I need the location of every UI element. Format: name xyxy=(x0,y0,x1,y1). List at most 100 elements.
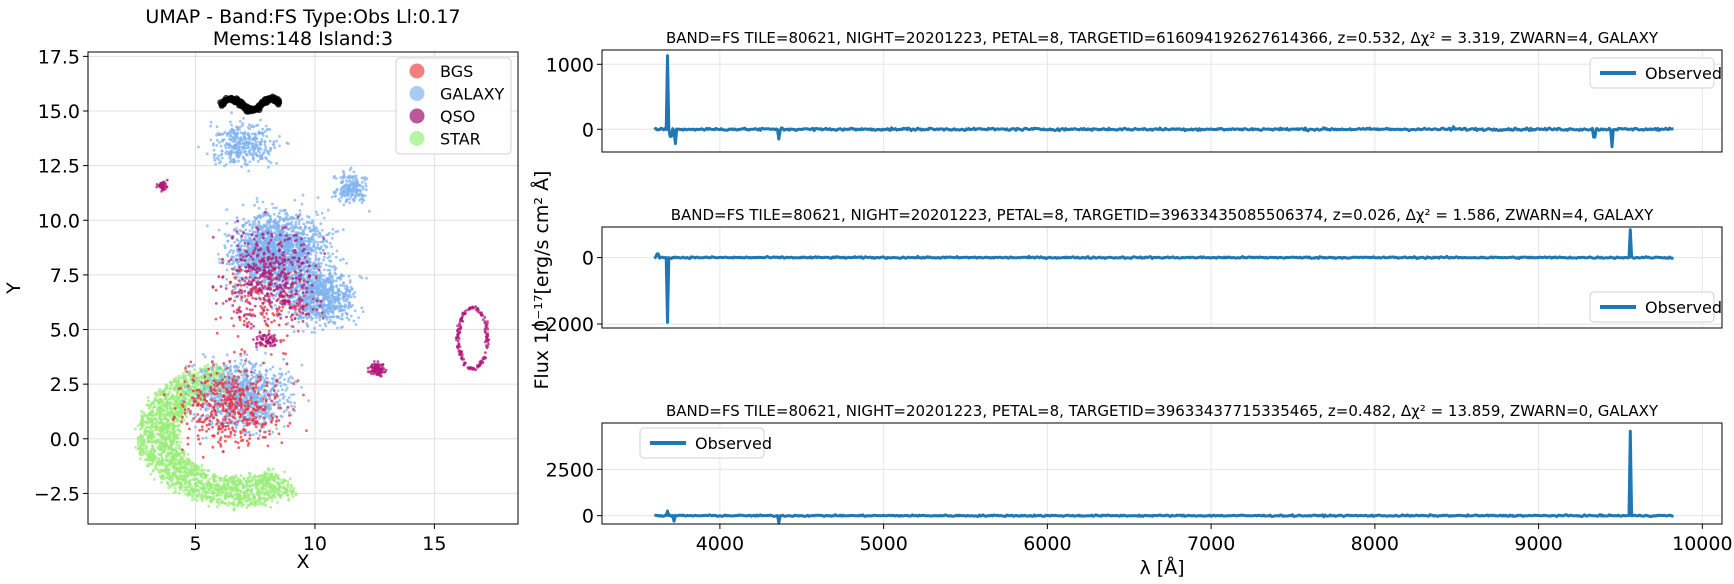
star-point xyxy=(170,401,174,404)
star-point xyxy=(176,436,180,440)
galaxy-point xyxy=(348,301,352,305)
star-point xyxy=(187,491,191,494)
galaxy-point xyxy=(326,306,329,309)
star-point xyxy=(194,477,198,481)
star-point xyxy=(184,465,187,469)
galaxy-point xyxy=(263,248,267,251)
star-point xyxy=(195,381,199,385)
star-point xyxy=(176,391,179,394)
star-point xyxy=(143,438,146,442)
star-point xyxy=(271,467,275,471)
galaxy-point xyxy=(303,236,307,240)
star-point xyxy=(270,475,274,479)
star-point xyxy=(208,477,212,481)
star-point xyxy=(149,451,152,454)
galaxy-point xyxy=(253,259,257,263)
galaxy-point xyxy=(281,230,285,234)
galaxy-point xyxy=(336,229,340,233)
galaxy-point xyxy=(318,247,322,251)
star-point xyxy=(220,493,223,497)
galaxy-point xyxy=(334,279,338,283)
galaxy-point xyxy=(290,239,294,243)
galaxy-point xyxy=(276,227,280,230)
galaxy-point xyxy=(225,208,229,212)
galaxy-point xyxy=(231,251,235,255)
galaxy-point xyxy=(289,245,292,249)
star-point xyxy=(153,440,157,443)
star-point xyxy=(139,457,142,461)
star-point xyxy=(143,413,147,417)
star-point xyxy=(202,485,205,489)
star-point xyxy=(263,470,266,474)
star-point xyxy=(140,423,143,427)
galaxy-point xyxy=(309,252,313,256)
galaxy-point xyxy=(274,293,277,297)
galaxy-point xyxy=(312,225,316,229)
star-point xyxy=(147,435,151,439)
star-point xyxy=(164,415,168,418)
star-point xyxy=(246,477,250,481)
star-point xyxy=(174,376,178,380)
star-point xyxy=(174,433,178,437)
galaxy-point xyxy=(225,262,229,266)
galaxy-point xyxy=(329,301,332,305)
star-point xyxy=(202,473,206,477)
star-point xyxy=(151,429,155,432)
galaxy-point xyxy=(316,243,320,247)
galaxy-point xyxy=(282,425,286,428)
galaxy-point xyxy=(246,246,250,250)
galaxy-point xyxy=(271,242,275,246)
galaxy-point xyxy=(277,220,280,224)
star-point xyxy=(153,392,157,396)
star-point xyxy=(150,440,154,444)
galaxy-point xyxy=(289,233,292,236)
star-point xyxy=(262,496,266,500)
star-point xyxy=(151,420,155,424)
star-point xyxy=(168,430,172,433)
galaxy-point xyxy=(292,230,296,233)
galaxy-point xyxy=(305,317,309,320)
star-point xyxy=(277,493,281,497)
galaxy-point xyxy=(318,232,322,236)
star-point xyxy=(283,470,286,474)
galaxy-point xyxy=(273,304,277,307)
star-point xyxy=(270,499,274,503)
star-point xyxy=(200,479,203,483)
star-point xyxy=(188,398,192,402)
star-point xyxy=(157,390,161,394)
galaxy-point xyxy=(347,306,350,310)
star-point xyxy=(291,495,295,498)
star-point xyxy=(196,464,200,468)
star-point xyxy=(176,414,180,417)
star-point xyxy=(172,439,176,442)
star-point xyxy=(260,481,264,485)
galaxy-point xyxy=(210,381,214,385)
star-point xyxy=(173,399,177,403)
star-point xyxy=(215,505,219,509)
star-point xyxy=(229,493,233,497)
star-point xyxy=(275,481,279,485)
star-point xyxy=(223,493,227,497)
galaxy-point xyxy=(328,307,332,310)
galaxy-point xyxy=(287,411,291,414)
star-point xyxy=(192,493,195,497)
star-point xyxy=(197,375,201,378)
star-point xyxy=(155,440,159,444)
star-point xyxy=(216,488,220,492)
star-point xyxy=(205,388,209,392)
galaxy-point xyxy=(336,315,340,318)
star-point xyxy=(227,488,231,491)
galaxy-point xyxy=(227,233,231,237)
galaxy-point xyxy=(272,212,276,216)
star-point xyxy=(171,458,175,462)
star-point xyxy=(178,473,182,477)
galaxy-point xyxy=(263,281,267,285)
star-point xyxy=(211,490,215,493)
galaxy-point xyxy=(235,227,238,230)
star-point xyxy=(134,446,138,449)
star-point xyxy=(156,445,160,449)
star-point xyxy=(220,490,224,494)
star-point xyxy=(187,488,191,492)
galaxy-point xyxy=(328,255,332,258)
galaxy-point xyxy=(323,268,326,272)
